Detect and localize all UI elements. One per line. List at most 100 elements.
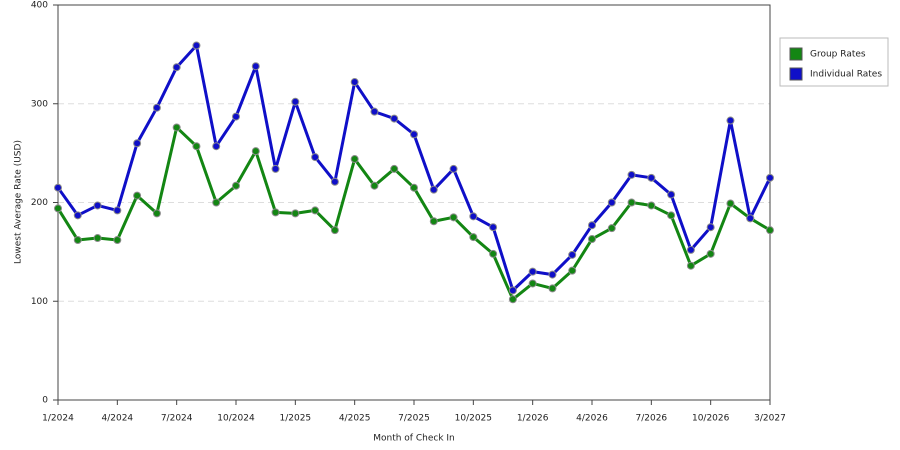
- legend-label: Individual Rates: [810, 70, 882, 80]
- data-point: [330, 226, 339, 235]
- y-tick-label: 300: [31, 99, 48, 109]
- data-point: [93, 201, 102, 210]
- data-point: [54, 204, 62, 213]
- data-point: [370, 181, 379, 190]
- data-point: [489, 249, 498, 258]
- data-point: [429, 217, 438, 226]
- data-point: [726, 116, 735, 125]
- data-point: [232, 112, 240, 121]
- legend-swatch: [789, 47, 803, 61]
- data-point: [449, 213, 458, 222]
- data-point: [93, 234, 102, 243]
- data-point: [311, 206, 320, 215]
- data-point: [192, 41, 201, 50]
- x-tick-label: 7/2025: [398, 414, 430, 424]
- x-tick-label: 4/2025: [339, 414, 371, 424]
- x-tick-label: 4/2024: [101, 414, 133, 424]
- y-tick-label: 100: [31, 297, 48, 307]
- data-point: [627, 198, 636, 207]
- data-point: [508, 295, 517, 304]
- data-point: [746, 214, 755, 223]
- data-point: [113, 236, 122, 245]
- data-point: [667, 190, 676, 199]
- data-point: [548, 284, 557, 293]
- data-point: [152, 103, 161, 112]
- data-point: [390, 164, 399, 173]
- data-point: [588, 221, 596, 230]
- data-point: [607, 198, 616, 207]
- data-point: [410, 130, 418, 139]
- data-point: [607, 224, 616, 233]
- data-point: [686, 261, 695, 270]
- data-point: [133, 139, 142, 148]
- data-point: [627, 170, 636, 179]
- data-point: [212, 198, 221, 207]
- data-point: [706, 223, 715, 232]
- data-point: [73, 236, 82, 245]
- x-tick-label: 3/2027: [754, 414, 786, 424]
- y-tick-label: 400: [31, 1, 48, 11]
- data-point: [311, 153, 320, 162]
- data-point: [172, 123, 181, 132]
- data-point: [152, 209, 161, 218]
- series-line: [56, 125, 771, 301]
- data-point: [766, 226, 774, 235]
- data-point: [350, 78, 359, 87]
- data-point: [508, 286, 517, 295]
- x-axis-label: Month of Check In: [373, 434, 455, 444]
- data-point: [647, 201, 656, 210]
- data-point: [212, 142, 221, 151]
- x-tick-label: 1/2025: [279, 414, 311, 424]
- data-point: [172, 63, 181, 72]
- x-tick-label: 1/2026: [517, 414, 549, 424]
- data-point: [429, 185, 438, 194]
- data-point: [271, 164, 280, 173]
- series-line: [56, 43, 772, 292]
- data-point: [113, 206, 122, 215]
- x-tick-label: 1/2024: [42, 414, 74, 424]
- data-point: [291, 209, 300, 218]
- data-point: [350, 155, 359, 164]
- data-point: [528, 267, 537, 276]
- data-point: [330, 177, 339, 186]
- y-tick-label: 0: [42, 396, 48, 406]
- legend-swatch: [789, 67, 803, 81]
- data-point: [568, 266, 577, 275]
- data-point: [54, 183, 62, 192]
- x-tick-label: 10/2025: [455, 414, 492, 424]
- data-point: [370, 107, 379, 116]
- data-point: [706, 249, 715, 258]
- data-point: [469, 233, 478, 242]
- data-point: [647, 173, 656, 182]
- x-tick-label: 7/2026: [635, 414, 667, 424]
- data-point: [271, 208, 280, 217]
- data-point: [133, 191, 142, 200]
- data-point: [568, 250, 577, 259]
- data-point: [291, 97, 300, 106]
- data-point: [588, 235, 596, 244]
- x-tick-label: 4/2026: [576, 414, 608, 424]
- data-point: [232, 181, 240, 190]
- x-tick-label: 10/2026: [692, 414, 730, 424]
- data-point: [667, 211, 676, 220]
- data-point: [766, 173, 774, 182]
- data-point: [489, 223, 498, 232]
- data-point: [686, 245, 695, 254]
- legend-label: Group Rates: [810, 50, 866, 60]
- data-point: [528, 279, 537, 288]
- x-tick-label: 10/2024: [217, 414, 255, 424]
- data-point: [192, 142, 201, 151]
- data-point: [449, 164, 458, 173]
- y-axis-label: Lowest Average Rate (USD): [14, 140, 24, 264]
- data-point: [73, 211, 82, 220]
- data-point: [469, 212, 478, 221]
- y-tick-label: 200: [31, 198, 48, 208]
- data-point: [548, 270, 557, 279]
- data-point: [410, 183, 418, 192]
- data-point: [726, 199, 735, 208]
- x-tick-label: 7/2024: [161, 414, 193, 424]
- data-point: [251, 147, 260, 156]
- data-point: [251, 62, 260, 71]
- data-point: [390, 114, 399, 123]
